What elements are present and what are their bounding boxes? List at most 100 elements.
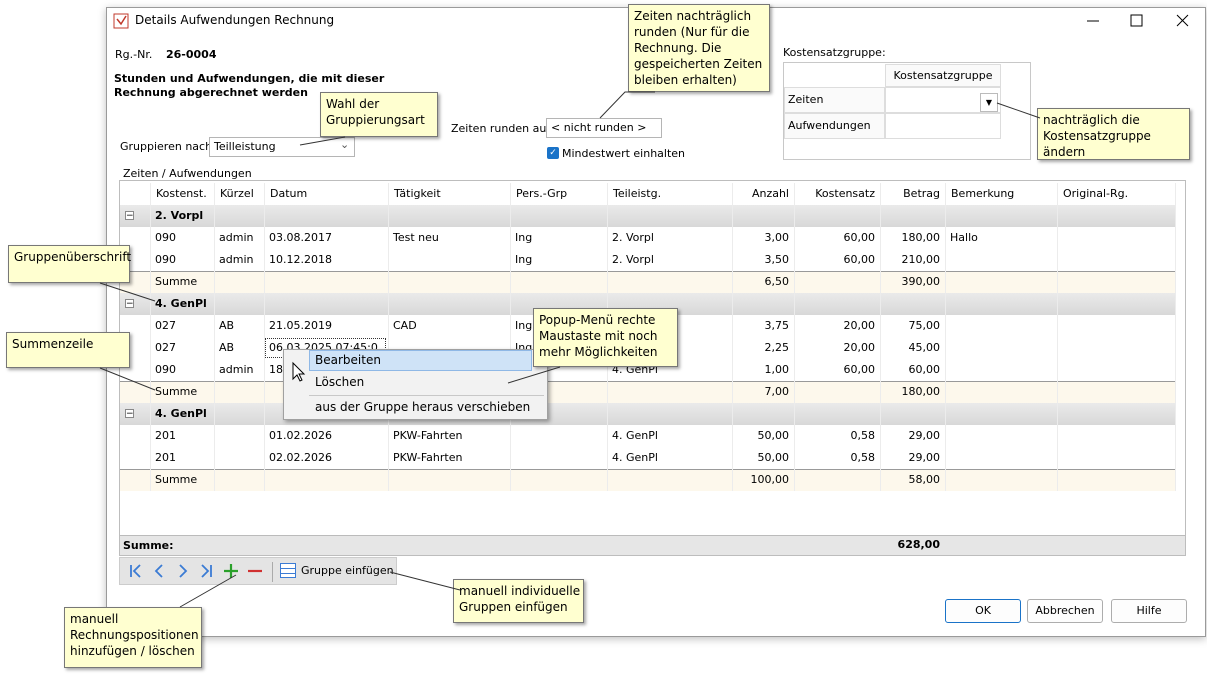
sum-anzahl: 7,00 (764, 385, 790, 398)
nav-button[interactable] (198, 560, 216, 582)
sum-betrag: 180,00 (901, 385, 941, 398)
grid-cell: admin (219, 231, 254, 244)
nav-button[interactable] (126, 560, 144, 582)
grid-cell: Test neu (393, 231, 439, 244)
menu-item[interactable]: Bearbeiten (315, 353, 381, 367)
group-row (120, 403, 1175, 425)
grid-cell: 090 (155, 363, 176, 376)
collapse-toggle[interactable]: − (125, 299, 134, 309)
grid-cell: Ing (515, 319, 533, 332)
callout: Wahl der Gruppierungsart (320, 92, 438, 137)
sum-anzahl: 100,00 (750, 473, 790, 486)
nav-icon (154, 564, 163, 578)
sum-betrag: 390,00 (901, 275, 941, 288)
column-header[interactable]: Kostenst. (150, 183, 214, 205)
grid-cell: 201 (155, 451, 176, 464)
grouping-combo[interactable]: Teilleistung (209, 137, 355, 157)
column-header[interactable]: Teileistg. (607, 183, 732, 205)
column-header[interactable]: Anzahl (732, 183, 794, 205)
grid-cell: Ing (515, 253, 533, 266)
column-header[interactable]: Kürzel (214, 183, 264, 205)
close-button[interactable] (1176, 14, 1189, 27)
callout-line: Kostensatzgruppe (1043, 129, 1151, 143)
column-line (1057, 183, 1058, 491)
grid-cell: PKW-Fahrten (393, 429, 463, 442)
remove-icon (248, 569, 262, 573)
grid-cell: 60,00 (908, 363, 941, 376)
nav-button[interactable] (174, 560, 192, 582)
column-header[interactable]: Datum (264, 183, 388, 205)
kostensatz-cell[interactable] (885, 87, 1001, 113)
menu-item[interactable]: aus der Gruppe heraus verschieben (315, 400, 531, 414)
callout-line: hinzufügen / löschen (70, 644, 195, 658)
grid-cell: PKW-Fahrten (393, 451, 463, 464)
collapse-toggle[interactable]: − (125, 409, 134, 419)
checkbox-label: Mindestwert einhalten (562, 147, 686, 160)
kostensatz-cell (885, 113, 1001, 139)
group-icon (280, 563, 296, 578)
grid-cell: CAD (393, 319, 417, 332)
nav-button[interactable] (150, 560, 168, 582)
grid-cell: 18 (269, 363, 283, 376)
add-button[interactable] (222, 560, 240, 582)
remove-button[interactable] (246, 560, 264, 582)
column-header[interactable]: Bemerkung (945, 183, 1057, 205)
column-line (388, 183, 389, 491)
grid-cell: AB (219, 319, 235, 332)
grid-title: Zeiten / Aufwendungen (123, 167, 252, 180)
column-header[interactable]: Tätigkeit (388, 183, 510, 205)
grid-cell: 027 (155, 341, 176, 354)
column-header[interactable]: Kostensatz (794, 183, 880, 205)
callout-line: Rechnungspositionen (70, 628, 199, 642)
column-line (150, 183, 151, 491)
grid-cell: 29,00 (908, 429, 941, 442)
grid-cell: 090 (155, 253, 176, 266)
kostensatz-dropdown[interactable]: ▼ (980, 93, 998, 112)
rounding-combo[interactable]: < nicht runden > (546, 118, 662, 138)
group-button[interactable]: Gruppe einfügen (301, 564, 394, 577)
grid-cell: 20,00 (843, 341, 876, 354)
grid-cell: 3,00 (764, 231, 790, 244)
column-header[interactable]: Betrag (880, 183, 945, 205)
nav-icon (201, 564, 212, 578)
grid-cell: 50,00 (757, 429, 790, 442)
maximize-button[interactable] (1130, 14, 1143, 27)
total-label: Summe: (123, 539, 174, 552)
column-line (214, 183, 215, 491)
grid-cell: 60,00 (843, 253, 876, 266)
column-header[interactable]: Original-Rg. (1057, 183, 1175, 205)
sum-label: Summe (155, 473, 198, 486)
callout-line: Rechnung. Die (634, 41, 722, 55)
callout-line: bleiben erhalten) (634, 73, 737, 87)
collapse-toggle[interactable]: − (125, 211, 134, 221)
grid-cell: 60,00 (843, 363, 876, 376)
group-title: 4. GenPl (155, 297, 207, 310)
column-line (1175, 183, 1176, 491)
rg-value: 26-0004 (166, 48, 217, 61)
callout-line: nachträglich die (1043, 113, 1140, 127)
callout-line: manuell (70, 612, 119, 626)
grid-cell: Hallo (950, 231, 978, 244)
menu-item[interactable]: Löschen (315, 375, 365, 389)
nav-icon (179, 564, 188, 578)
dialog-button[interactable]: Hilfe (1111, 599, 1187, 623)
grid-cell: 29,00 (908, 451, 941, 464)
callout-line: gespeicherten Zeiten (634, 57, 763, 71)
dialog-button[interactable]: OK (945, 599, 1021, 623)
callout-line: Gruppierungsart (326, 113, 425, 127)
dialog-button[interactable]: Abbrechen (1027, 599, 1103, 623)
column-line (794, 183, 795, 491)
sum-row (120, 381, 1175, 403)
callout: Zeiten nachträglich runden (Nur für die Re… (628, 4, 770, 92)
menu-highlight (309, 350, 532, 371)
callout-line: Gruppenüberschrift (14, 250, 132, 264)
column-header[interactable]: Pers.-Grp (510, 183, 607, 205)
grid-cell: 10.12.2018 08:00:00 (269, 253, 332, 266)
grid-cell: 4. GenPl (612, 429, 658, 442)
checkbox[interactable]: ✓ (547, 147, 559, 159)
callout: manuell Rechnungspositionen hinzufügen / l… (64, 607, 202, 668)
grid-cell: 50,00 (757, 451, 790, 464)
grid-cell: 1,00 (764, 363, 790, 376)
callout-line: mehr Möglichkeiten (539, 345, 658, 359)
